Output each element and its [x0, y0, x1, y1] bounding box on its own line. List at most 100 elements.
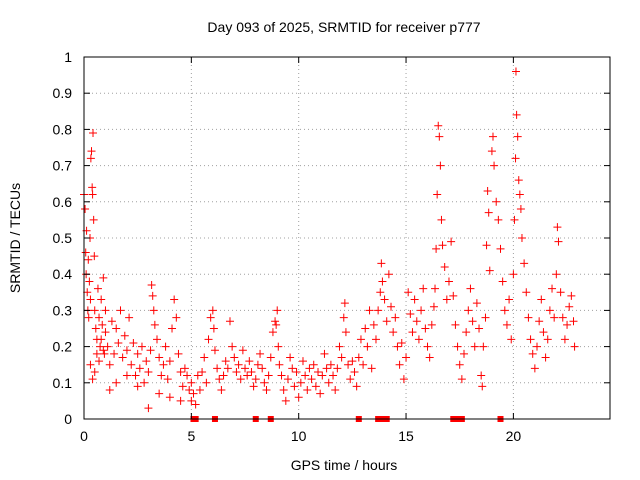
- data-point: [230, 353, 239, 362]
- data-point: [161, 342, 170, 351]
- data-point: [500, 306, 509, 315]
- data-point: [97, 335, 106, 344]
- data-point: [243, 371, 252, 380]
- data-point: [371, 335, 380, 344]
- data-point: [105, 386, 114, 395]
- data-point: [552, 270, 561, 279]
- data-point: [479, 342, 488, 351]
- data-point: [129, 338, 138, 347]
- data-point: [88, 190, 97, 199]
- data-point: [558, 313, 567, 322]
- data-point: [101, 328, 110, 337]
- data-point: [135, 364, 144, 373]
- y-tick-label: 0.6: [53, 194, 73, 210]
- data-point: [97, 295, 106, 304]
- data-point: [436, 161, 445, 170]
- ticks-layer: 00.10.20.30.40.50.60.70.80.910 5 10 15 20: [53, 49, 610, 444]
- data-point: [91, 324, 100, 333]
- y-tick-label: 0.2: [53, 339, 73, 355]
- data-point: [356, 335, 365, 344]
- data-point: [524, 313, 533, 322]
- data-point: [99, 273, 108, 282]
- data-point: [95, 357, 104, 366]
- data-point: [520, 259, 529, 268]
- data-point: [140, 378, 149, 387]
- data-point: [498, 277, 507, 286]
- x-tick-label: 20: [506, 428, 522, 444]
- data-point: [146, 346, 155, 355]
- data-point: [185, 386, 194, 395]
- data-point: [125, 313, 134, 322]
- data-point: [391, 313, 400, 322]
- data-point: [505, 295, 514, 304]
- data-point: [431, 284, 440, 293]
- data-point: [215, 375, 224, 384]
- data-point: [511, 154, 520, 163]
- data-point: [144, 404, 153, 413]
- data-point: [256, 349, 265, 358]
- data-point: [354, 353, 363, 362]
- data-point: [223, 364, 232, 373]
- data-point: [464, 306, 473, 315]
- data-point: [168, 324, 177, 333]
- data-point: [567, 291, 576, 300]
- data-point: [277, 371, 286, 380]
- data-point: [339, 313, 348, 322]
- data-point: [513, 132, 522, 141]
- data-point: [511, 67, 520, 76]
- data-point: [152, 335, 161, 344]
- data-point: [314, 367, 323, 376]
- data-point: [122, 346, 131, 355]
- data-point: [470, 342, 479, 351]
- data-point: [88, 375, 97, 384]
- data-point: [298, 357, 307, 366]
- data-point: [449, 291, 458, 300]
- data-point: [137, 342, 146, 351]
- data-point: [90, 252, 99, 261]
- data-point: [468, 317, 477, 326]
- data-point: [455, 360, 464, 369]
- data-point: [187, 378, 196, 387]
- data-point: [292, 367, 301, 376]
- data-point: [93, 284, 102, 293]
- data-point: [155, 389, 164, 398]
- data-point: [438, 241, 447, 250]
- data-point: [89, 215, 98, 224]
- data-point: [406, 310, 415, 319]
- data-point: [165, 357, 174, 366]
- data-point: [309, 360, 318, 369]
- data-point: [217, 386, 226, 395]
- data-point: [286, 353, 295, 362]
- data-point: [324, 378, 333, 387]
- data-point: [209, 324, 218, 333]
- data-point: [249, 382, 258, 391]
- data-point: [537, 295, 546, 304]
- data-point: [472, 299, 481, 308]
- data-point: [348, 357, 357, 366]
- data-point: [432, 244, 441, 253]
- data-point: [105, 360, 114, 369]
- data-point: [329, 371, 338, 380]
- data-point: [359, 360, 368, 369]
- data-point: [435, 132, 444, 141]
- y-tick-label: 1: [64, 49, 72, 65]
- data-point: [253, 360, 262, 369]
- data-point: [206, 313, 215, 322]
- data-point: [393, 342, 402, 351]
- data-point: [352, 382, 361, 391]
- data-point: [89, 129, 98, 138]
- y-tick-label: 0.9: [53, 85, 73, 101]
- data-point: [81, 248, 90, 257]
- data-point: [483, 186, 492, 195]
- data-point: [170, 295, 179, 304]
- data-point: [83, 288, 92, 297]
- data-point: [176, 396, 185, 405]
- data-point: [466, 284, 475, 293]
- y-tick-label: 0.8: [53, 121, 73, 137]
- data-point: [279, 386, 288, 395]
- data-point: [195, 386, 204, 395]
- data-point: [133, 382, 142, 391]
- data-point: [397, 338, 406, 347]
